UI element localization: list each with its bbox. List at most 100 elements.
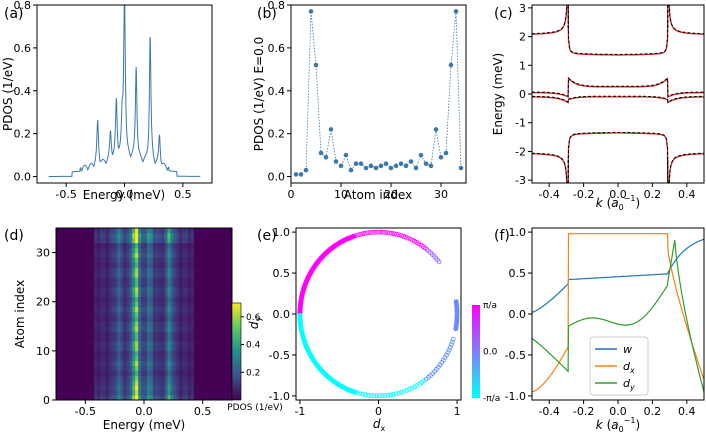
d-heat-cell	[211, 355, 215, 362]
b-series-line	[296, 11, 462, 175]
d-heat-cell	[108, 272, 113, 278]
d-heat-cell	[161, 316, 165, 322]
e-point	[396, 232, 402, 238]
d-heat-cell	[226, 237, 230, 244]
b-point	[368, 163, 374, 169]
d-heat-cell	[193, 267, 198, 273]
d-heat-cell	[205, 286, 209, 293]
d-heat-cell	[102, 272, 107, 278]
d-heat-cell	[64, 277, 69, 283]
d-heat-cell	[102, 252, 107, 258]
d-heat-cell	[76, 321, 80, 327]
d-heat-cell	[226, 370, 230, 376]
d-heat-cell	[97, 345, 101, 352]
d-heat-cell	[220, 237, 224, 244]
d-heat-cell	[199, 365, 204, 371]
d-heat-cell	[138, 380, 142, 386]
d-heat-cell	[170, 252, 174, 258]
d-heat-cell	[76, 365, 80, 371]
d-heat-cell	[185, 272, 189, 278]
d-heat-cell	[70, 331, 74, 337]
d-heat-cell	[170, 350, 174, 357]
d-heat-cell	[202, 365, 206, 371]
d-heat-cell	[208, 345, 212, 352]
d-heat-cell	[144, 262, 148, 268]
d-heat-cell	[108, 355, 113, 362]
d-heat-cell	[173, 380, 177, 386]
d-heat-cell	[100, 242, 104, 249]
d-heat-cell	[94, 321, 98, 327]
d-heat-cell	[205, 282, 209, 288]
d-heat-cell	[146, 345, 151, 352]
d-heat-cell	[205, 380, 209, 386]
d-heat-cell	[73, 390, 77, 396]
d-heat-cell	[100, 395, 104, 400]
d-heat-cell	[211, 341, 215, 347]
d-heat-cell	[56, 326, 60, 332]
d-heat-cell	[108, 390, 113, 396]
d-heat-cell	[176, 301, 180, 308]
d-heat-cell	[67, 286, 72, 293]
d-heat-cell	[164, 331, 168, 337]
d-heat-cell	[161, 282, 165, 288]
d-heat-cell	[152, 316, 157, 322]
d-heat-cell	[164, 257, 168, 263]
c-ytick-label: -2	[515, 145, 526, 158]
d-heat-cell	[58, 370, 63, 376]
d-heat-cell	[100, 252, 104, 258]
d-heat-cell	[179, 277, 183, 283]
d-heat-cell	[64, 301, 69, 308]
d-heat-cell	[161, 385, 165, 391]
d-heat-cell	[202, 385, 206, 391]
d-heat-cell	[211, 237, 215, 244]
b-point	[393, 163, 399, 169]
d-heat-cell	[126, 296, 130, 303]
d-heat-cell	[97, 277, 101, 283]
d-heat-cell	[111, 242, 116, 249]
d-heat-cell	[208, 277, 212, 283]
d-heat-cell	[176, 350, 180, 357]
d-heat-cell	[117, 331, 121, 337]
d-heat-cell	[164, 242, 168, 249]
e-xlabel: dx	[373, 417, 386, 433]
d-heat-cell	[190, 252, 195, 258]
d-heat-cell	[144, 252, 148, 258]
d-heat-cell	[164, 272, 168, 278]
d-heat-cell	[211, 311, 215, 317]
d-heat-cell	[70, 237, 74, 244]
d-heat-cell	[205, 375, 209, 381]
d-heat-cell	[97, 385, 101, 391]
d-heat-cell	[61, 345, 66, 352]
d-heat-cell	[158, 291, 162, 298]
d-heat-cell	[141, 336, 145, 342]
d-heat-cell	[91, 341, 95, 347]
d-heat-cell	[205, 326, 209, 332]
d-heat-cell	[132, 286, 136, 293]
d-heat-cell	[205, 306, 209, 312]
d-heat-cell	[97, 262, 101, 268]
d-heat-cell	[164, 311, 168, 317]
b-point	[348, 167, 354, 173]
d-heat-cell	[82, 272, 86, 278]
d-heat-cell	[144, 242, 148, 249]
d-heat-cell	[67, 237, 72, 244]
panel-a: -0.5 0.0 0.50.00.20.40.60.8	[14, 0, 213, 201]
d-heat-cell	[193, 257, 198, 263]
d-heat-cell	[111, 306, 116, 312]
d-heat-cell	[179, 247, 183, 253]
d-heat-cell	[79, 286, 83, 293]
d-heat-cell	[217, 296, 221, 303]
e-point	[394, 231, 400, 237]
d-heat-cell	[149, 341, 154, 347]
d-heat-cell	[70, 390, 74, 396]
d-heat-cell	[123, 390, 127, 396]
d-heat-cell	[149, 232, 154, 239]
d-heat-cell	[214, 311, 218, 317]
d-heat-cell	[141, 282, 145, 288]
b-point	[328, 127, 334, 132]
d-heat-cell	[73, 262, 77, 268]
d-heat-cell	[223, 331, 227, 337]
d-heat-cell	[179, 267, 183, 273]
d-heat-cell	[97, 355, 101, 362]
